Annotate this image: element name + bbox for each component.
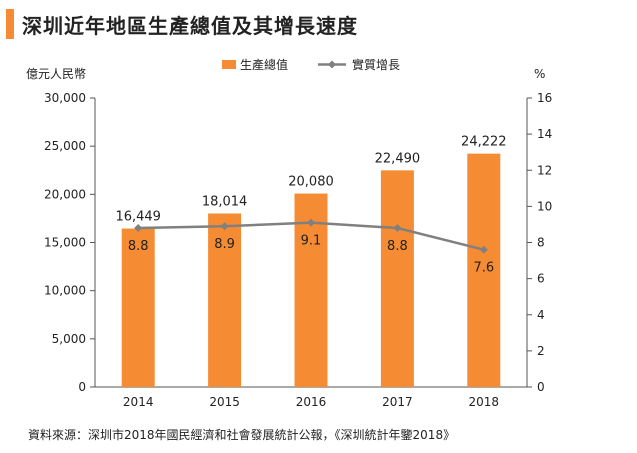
legend-swatch-bar (222, 60, 236, 69)
y2-tick-label: 2 (537, 344, 545, 358)
legend-marker-line (328, 60, 336, 69)
x-tick-label: 2017 (382, 395, 413, 409)
y2-tick-label: 6 (537, 272, 545, 286)
y-tick-label: 20,000 (44, 187, 86, 201)
growth-point (220, 222, 229, 231)
bar-value-label: 18,014 (202, 194, 248, 209)
y-tick-label: 30,000 (44, 91, 86, 105)
source-note: 資料來源：深圳市2018年國民經濟和社會發展統計公報，《深圳統計年鑒2018》 (28, 428, 456, 442)
y2-tick-label: 8 (537, 236, 545, 250)
y-tick-label: 10,000 (44, 284, 86, 298)
growth-point (393, 224, 402, 233)
y-tick-label: 25,000 (44, 139, 86, 153)
growth-value-label: 8.8 (128, 239, 149, 254)
x-tick-label: 2014 (123, 395, 154, 409)
title-accent-bar (6, 9, 14, 39)
y-tick-label: 5,000 (52, 332, 86, 346)
y2-tick-label: 14 (537, 127, 552, 141)
legend-label-bar: 生產總值 (240, 57, 288, 72)
bar-value-label: 24,222 (461, 135, 507, 150)
y2-tick-label: 10 (537, 199, 552, 213)
growth-value-label: 7.6 (473, 261, 494, 276)
y-axis-label: 億元人民幣 (26, 67, 86, 81)
bar (208, 213, 242, 387)
y2-tick-label: 16 (537, 91, 552, 105)
growth-point (134, 224, 143, 233)
legend-label-line: 實質增長 (352, 57, 400, 72)
bar (467, 153, 501, 387)
x-tick-label: 2016 (296, 395, 327, 409)
y2-tick-label: 4 (537, 308, 545, 322)
growth-value-label: 9.1 (301, 234, 322, 249)
bar (380, 170, 414, 387)
bar-value-label: 22,490 (375, 151, 421, 166)
y2-tick-label: 0 (537, 380, 545, 394)
y2-axis-label: % (534, 67, 545, 81)
x-tick-label: 2018 (469, 395, 500, 409)
y-tick-label: 15,000 (44, 236, 86, 250)
growth-value-label: 8.9 (214, 237, 235, 252)
growth-value-label: 8.8 (387, 239, 408, 254)
x-tick-label: 2015 (209, 395, 240, 409)
chart-title: 深圳近年地區生產總值及其增長速度 (22, 14, 358, 38)
bar-value-label: 20,080 (288, 175, 334, 190)
bar (121, 228, 155, 387)
y2-tick-label: 12 (537, 163, 552, 177)
growth-point (307, 218, 315, 227)
bar-value-label: 16,449 (115, 210, 161, 225)
y-tick-label: 0 (78, 380, 86, 394)
growth-point (479, 245, 488, 254)
